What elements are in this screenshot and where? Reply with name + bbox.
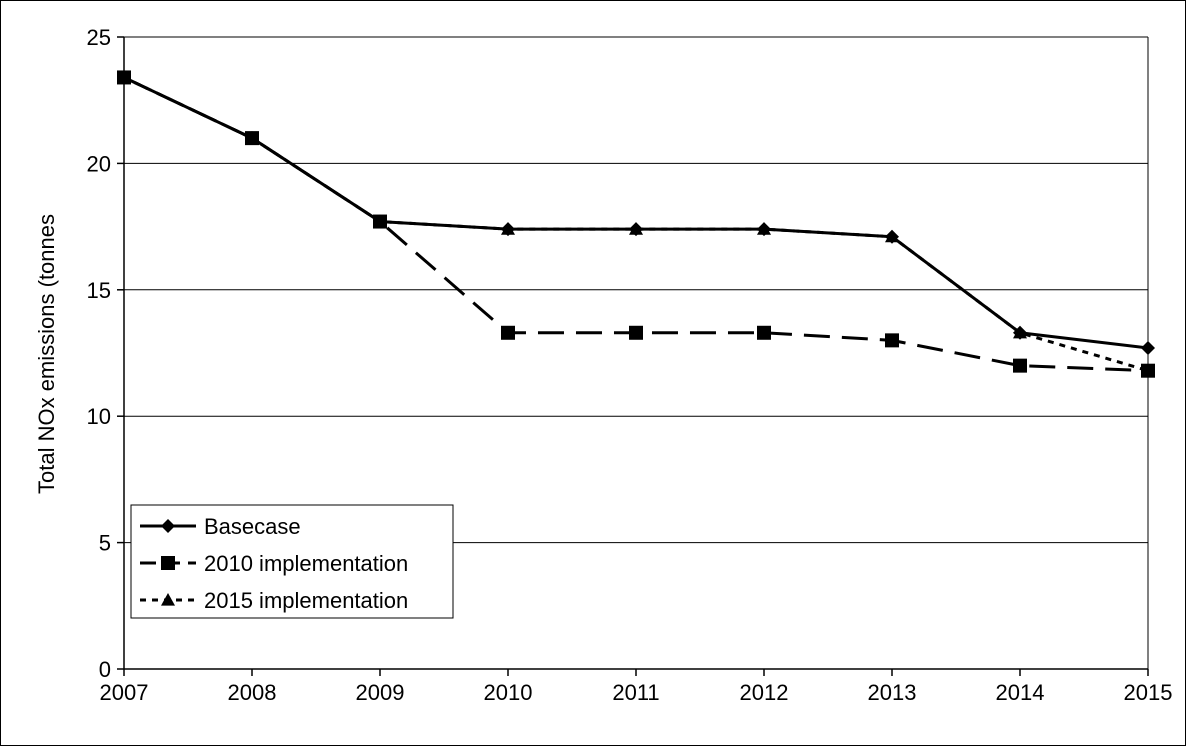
data-point-diamond (117, 70, 131, 85)
legend-marker-diamond (161, 519, 175, 533)
y-tick-label: 10 (87, 404, 111, 429)
data-point-diamond (1141, 340, 1155, 355)
data-point-diamond (885, 229, 899, 244)
axes (117, 36, 1149, 676)
data-point-square (1013, 358, 1027, 373)
x-tick-label: 2010 (484, 680, 533, 705)
legend-label: 2010 implementation (204, 551, 408, 576)
series-basecase (117, 70, 1155, 355)
legend-label: Basecase (204, 514, 301, 539)
x-tick-label: 2011 (612, 680, 659, 705)
data-point-diamond (373, 214, 387, 229)
y-tick-label: 25 (87, 25, 111, 50)
data-point-diamond (245, 131, 259, 146)
legend-marker-square (161, 556, 175, 570)
x-tick-label: 2012 (740, 680, 789, 705)
y-tick-label: 5 (99, 531, 111, 556)
legend-marker-triangle (161, 593, 175, 606)
tick-labels: 0 5 10 15 20 25 2007 2008 2009 2010 2011 2012 2013 20… (87, 25, 1173, 705)
data-point-square (757, 325, 771, 340)
y-tick-label: 15 (87, 278, 111, 303)
data-point-square (501, 325, 515, 340)
data-point-square (885, 333, 899, 348)
series-layer (117, 70, 1155, 378)
series-line (123, 76, 1149, 350)
legend-label: 2015 implementation (204, 588, 408, 613)
y-axis-title: Total NOx emissions (tonnes (34, 214, 59, 494)
x-tick-label: 2009 (356, 680, 405, 705)
x-tick-label: 2008 (228, 680, 277, 705)
legend-box (130, 504, 454, 619)
data-point-diamond (501, 222, 515, 237)
data-point-square (629, 325, 643, 340)
y-tick-label: 20 (87, 151, 111, 176)
x-tick-label: 2014 (996, 680, 1045, 705)
x-tick-label: 2007 (100, 680, 149, 705)
y-tick-label: 0 (99, 657, 111, 682)
data-point-diamond (757, 222, 771, 237)
data-point-diamond (629, 222, 643, 237)
data-point-diamond (1013, 325, 1027, 340)
x-tick-label: 2013 (868, 680, 917, 705)
legend: Basecase 2010 implementation 2015 implemen… (130, 504, 454, 619)
data-point-square (1141, 363, 1155, 378)
x-tick-label: 2015 (1124, 680, 1173, 705)
